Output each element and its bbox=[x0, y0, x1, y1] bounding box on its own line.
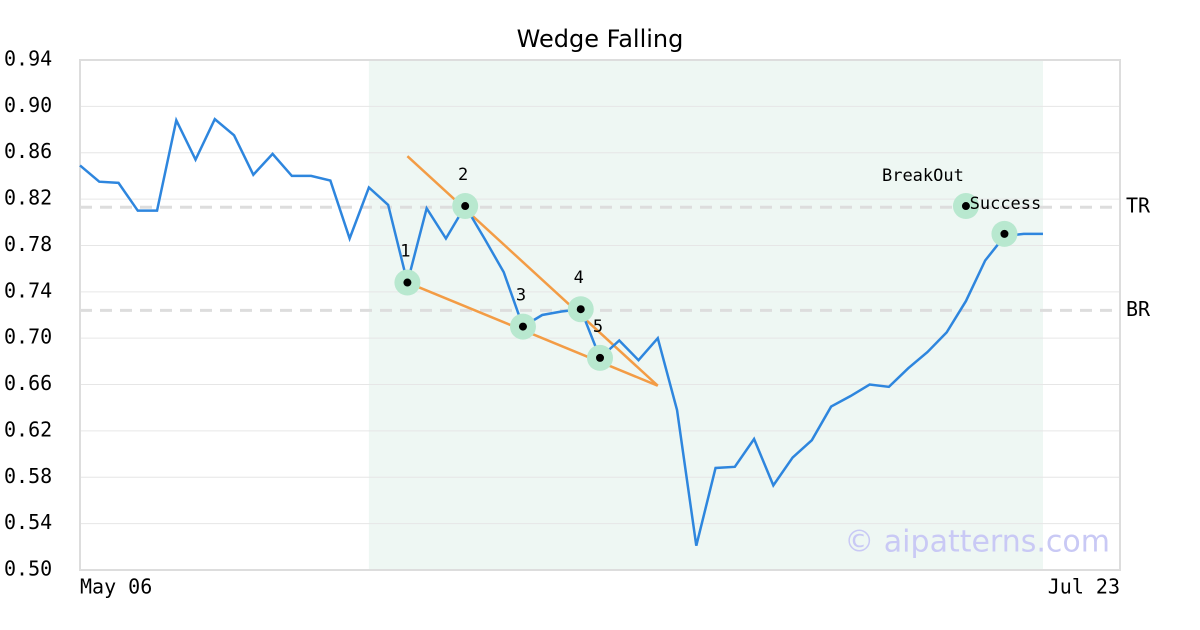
chart-title: Wedge Falling bbox=[517, 25, 684, 53]
reference-label: TR bbox=[1126, 194, 1151, 218]
y-tick-label: 0.86 bbox=[4, 139, 52, 163]
shaded-region bbox=[368, 60, 1043, 570]
pattern-label: 2 bbox=[458, 165, 468, 185]
y-tick-label: 0.66 bbox=[4, 371, 52, 395]
y-tick-label: 0.50 bbox=[4, 557, 52, 581]
y-tick-label: 0.82 bbox=[4, 186, 52, 210]
pattern-point bbox=[576, 305, 585, 314]
trend-line bbox=[406, 155, 659, 387]
pattern-label: Success bbox=[970, 194, 1042, 214]
y-tick-label: 0.94 bbox=[4, 47, 52, 71]
x-tick-label: May 06 bbox=[80, 575, 152, 599]
pattern-point bbox=[403, 278, 412, 287]
pattern-label: BreakOut bbox=[882, 166, 964, 186]
pattern-label: 1 bbox=[400, 242, 410, 262]
y-tick-label: 0.74 bbox=[4, 278, 52, 302]
y-tick-label: 0.70 bbox=[4, 325, 52, 349]
pattern-point bbox=[518, 322, 527, 331]
y-tick-label: 0.62 bbox=[4, 417, 52, 441]
plot-frame bbox=[79, 59, 1121, 571]
pattern-point bbox=[461, 202, 470, 211]
watermark: © aipatterns.com bbox=[844, 525, 1110, 560]
y-tick-label: 0.54 bbox=[4, 510, 52, 534]
y-tick-label: 0.58 bbox=[4, 464, 52, 488]
y-tick-label: 0.78 bbox=[4, 232, 52, 256]
x-tick-label: Jul 23 bbox=[1048, 575, 1120, 599]
pattern-label: 3 bbox=[516, 286, 526, 306]
pattern-point bbox=[596, 353, 604, 362]
reference-label: BR bbox=[1126, 297, 1151, 321]
y-tick-label: 0.90 bbox=[4, 93, 52, 117]
pattern-point bbox=[1000, 229, 1009, 238]
pattern-point bbox=[961, 202, 970, 211]
price-line bbox=[79, 116, 1043, 546]
pattern-label: 5 bbox=[593, 317, 603, 337]
pattern-label: 4 bbox=[574, 268, 584, 288]
